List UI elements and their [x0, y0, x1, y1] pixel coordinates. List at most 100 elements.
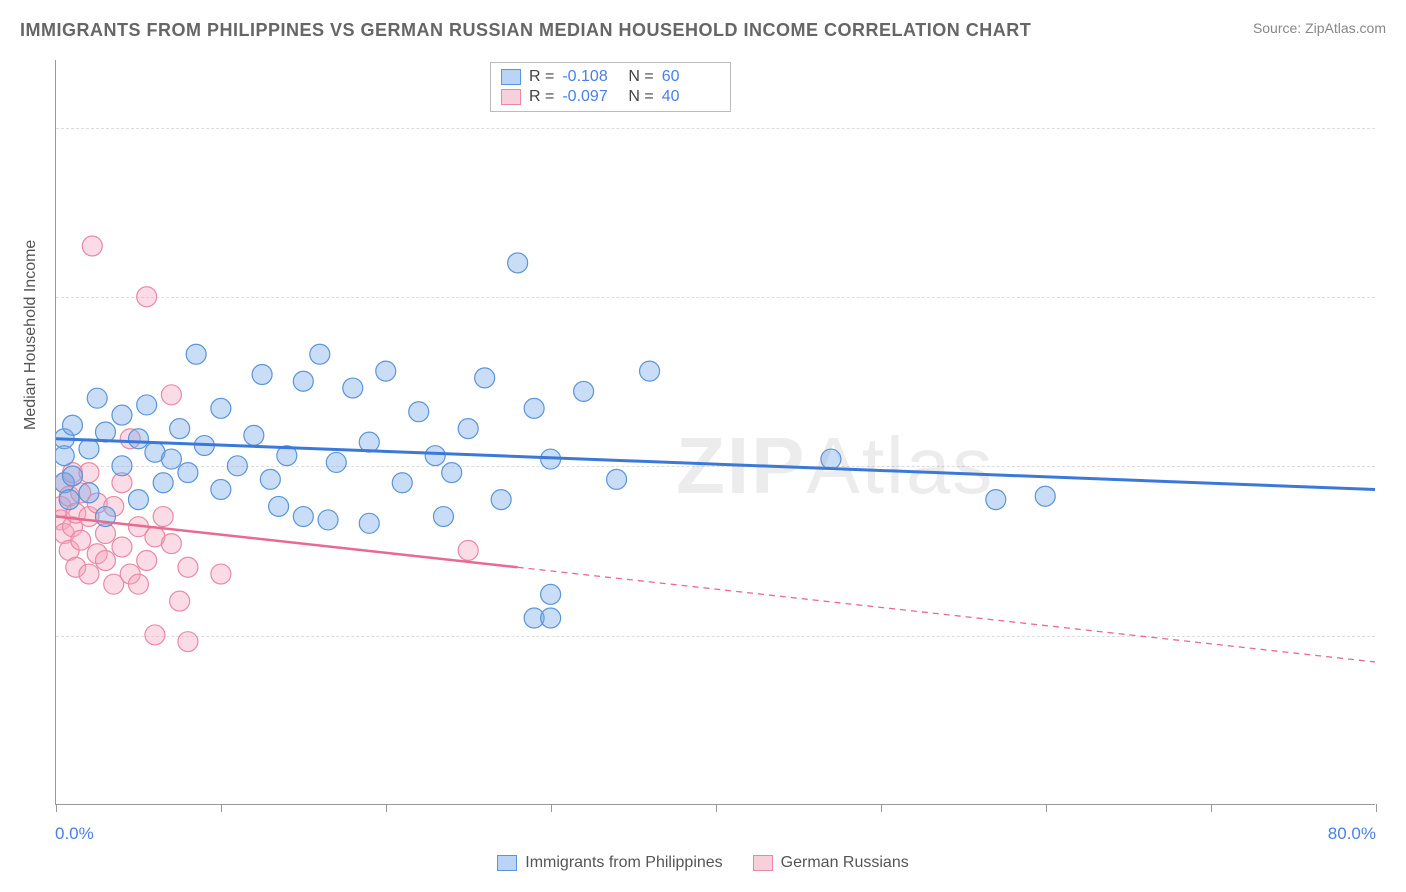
legend-series-label: German Russians — [781, 854, 909, 872]
legend-r-value: -0.108 — [562, 68, 620, 86]
legend-n-value: 40 — [662, 88, 720, 106]
scatter-point — [475, 368, 495, 388]
scatter-point — [137, 551, 157, 571]
scatter-point — [95, 551, 115, 571]
scatter-point — [318, 510, 338, 530]
legend-series-label: Immigrants from Philippines — [525, 854, 722, 872]
scatter-point — [161, 385, 181, 405]
legend-series-item: Immigrants from Philippines — [497, 854, 722, 872]
legend-r-value: -0.097 — [562, 88, 620, 106]
y-tick-label: $50,000 — [1390, 626, 1406, 646]
x-tick — [716, 804, 717, 812]
scatter-point — [153, 473, 173, 493]
scatter-point — [508, 253, 528, 273]
scatter-point — [326, 452, 346, 472]
legend-stats-row: R = -0.097 N = 40 — [501, 87, 720, 107]
legend-swatch — [497, 855, 517, 871]
scatter-point — [252, 365, 272, 385]
x-tick — [1211, 804, 1212, 812]
scatter-point — [178, 463, 198, 483]
scatter-point — [607, 469, 627, 489]
legend-swatch — [753, 855, 773, 871]
scatter-point — [170, 591, 190, 611]
legend-r-label: R = — [529, 68, 554, 86]
scatter-point — [82, 236, 102, 256]
scatter-point — [269, 496, 289, 516]
scatter-point — [211, 564, 231, 584]
scatter-point — [310, 344, 330, 364]
scatter-point — [409, 402, 429, 422]
y-tick-label: $200,000 — [1390, 118, 1406, 138]
scatter-point — [425, 446, 445, 466]
scatter-point — [541, 608, 561, 628]
scatter-point — [170, 419, 190, 439]
scatter-point — [442, 463, 462, 483]
scatter-point — [161, 449, 181, 469]
scatter-point — [458, 419, 478, 439]
legend-series-item: German Russians — [753, 854, 909, 872]
scatter-point — [343, 378, 363, 398]
chart-title: IMMIGRANTS FROM PHILIPPINES VS GERMAN RU… — [20, 20, 1031, 41]
scatter-point — [524, 398, 544, 418]
scatter-point — [227, 456, 247, 476]
legend-stats: R = -0.108 N = 60 R = -0.097 N = 40 — [490, 62, 731, 112]
scatter-point — [79, 483, 99, 503]
scatter-point — [137, 287, 157, 307]
trendline — [56, 439, 1375, 490]
chart-svg — [56, 60, 1375, 804]
scatter-point — [112, 456, 132, 476]
scatter-point — [986, 490, 1006, 510]
scatter-point — [458, 540, 478, 560]
plot-area: ZIPAtlas $50,000$100,000$150,000$200,000 — [55, 60, 1375, 805]
scatter-point — [161, 534, 181, 554]
scatter-point — [640, 361, 660, 381]
x-tick — [56, 804, 57, 812]
x-tick — [221, 804, 222, 812]
legend-n-value: 60 — [662, 68, 720, 86]
scatter-point — [541, 584, 561, 604]
scatter-point — [59, 490, 79, 510]
scatter-point — [145, 625, 165, 645]
scatter-point — [433, 507, 453, 527]
legend-r-label: R = — [529, 88, 554, 106]
scatter-point — [260, 469, 280, 489]
x-tick — [1376, 804, 1377, 812]
legend-swatch — [501, 69, 521, 85]
scatter-point — [359, 513, 379, 533]
legend-n-label: N = — [628, 68, 653, 86]
scatter-point — [153, 507, 173, 527]
scatter-point — [128, 574, 148, 594]
x-max-label: 80.0% — [1328, 824, 1376, 844]
x-tick — [386, 804, 387, 812]
trendline — [518, 567, 1375, 662]
scatter-point — [574, 381, 594, 401]
scatter-point — [112, 405, 132, 425]
y-axis-title: Median Household Income — [22, 240, 40, 430]
scatter-point — [87, 388, 107, 408]
scatter-point — [293, 371, 313, 391]
chart-source: Source: ZipAtlas.com — [1253, 20, 1386, 36]
scatter-point — [79, 564, 99, 584]
x-min-label: 0.0% — [55, 824, 94, 844]
scatter-point — [137, 395, 157, 415]
scatter-point — [71, 530, 91, 550]
scatter-point — [376, 361, 396, 381]
scatter-point — [491, 490, 511, 510]
x-tick — [881, 804, 882, 812]
x-tick — [551, 804, 552, 812]
scatter-point — [79, 439, 99, 459]
scatter-point — [128, 490, 148, 510]
legend-series: Immigrants from Philippines German Russia… — [0, 854, 1406, 872]
legend-n-label: N = — [628, 88, 653, 106]
scatter-point — [56, 446, 74, 466]
scatter-point — [211, 398, 231, 418]
scatter-point — [186, 344, 206, 364]
scatter-point — [62, 466, 82, 486]
scatter-point — [112, 537, 132, 557]
y-tick-label: $100,000 — [1390, 456, 1406, 476]
scatter-point — [392, 473, 412, 493]
y-tick-label: $150,000 — [1390, 287, 1406, 307]
scatter-point — [128, 429, 148, 449]
scatter-point — [178, 632, 198, 652]
legend-swatch — [501, 89, 521, 105]
